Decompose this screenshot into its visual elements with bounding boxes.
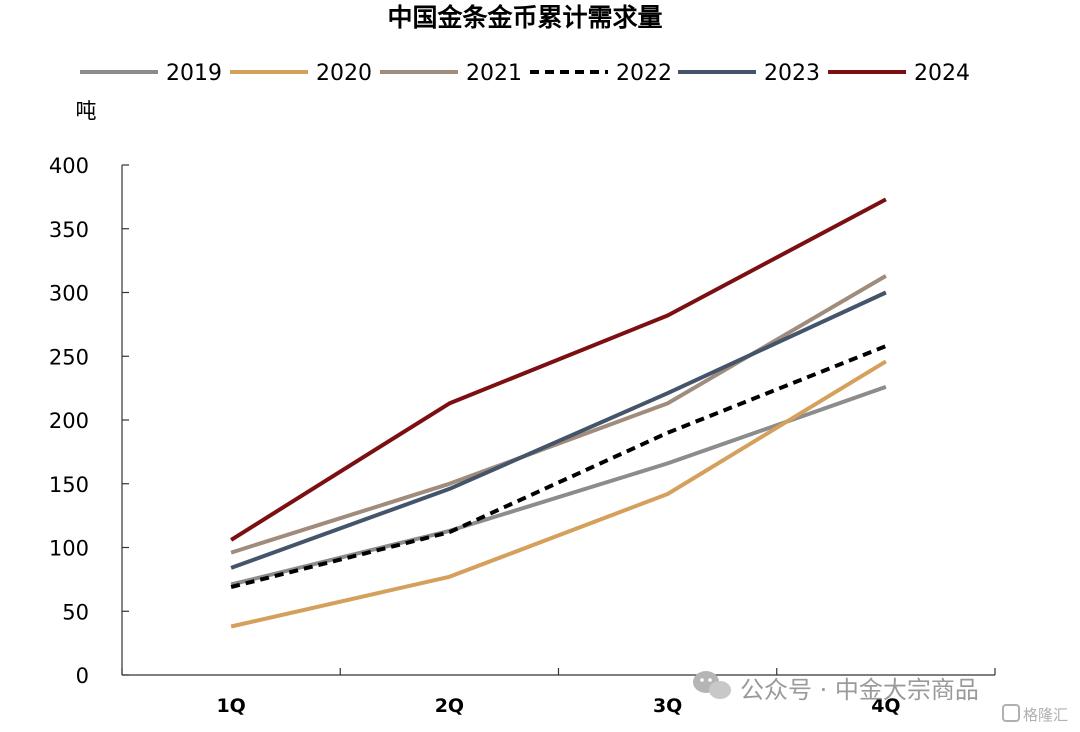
y-axis-unit: 吨 [76, 99, 97, 123]
x-tick-label: 3Q [653, 695, 682, 717]
watermark-text: 公众号 · 中金大宗商品 [740, 676, 979, 704]
watermark: 公众号 · 中金大宗商品 格隆汇 [693, 671, 1068, 724]
legend-label: 2024 [914, 61, 970, 86]
series-line-2022 [230, 344, 887, 589]
y-tick-label: 100 [49, 537, 89, 561]
y-tick-label: 250 [49, 345, 89, 369]
legend-label: 2022 [616, 61, 672, 86]
series-line-2023 [230, 290, 887, 570]
legend-label: 2020 [316, 61, 372, 86]
chart-title: 中国金条金币累计需求量 [387, 3, 662, 32]
y-tick-label: 200 [49, 409, 89, 433]
y-tick-label: 0 [76, 664, 89, 688]
series-line-2020 [230, 359, 887, 629]
wechat-icon [693, 671, 731, 699]
brand-text: 格隆汇 [1023, 706, 1068, 724]
y-tick-label: 50 [62, 600, 89, 624]
x-tick-label: 1Q [216, 695, 245, 717]
series-line-2021 [230, 274, 887, 555]
series-lines [230, 197, 887, 629]
y-tick-label: 350 [49, 218, 89, 242]
y-tick-label: 150 [49, 473, 89, 497]
y-tick-label: 300 [49, 282, 89, 306]
series-line-2024 [230, 197, 887, 542]
series-line-2019 [230, 385, 887, 587]
legend-label: 2021 [466, 61, 522, 86]
brand-logo-icon: 格隆汇 [1002, 704, 1068, 724]
axes: 0 50 100 150 200 250 300 350 400 1Q 2Q 3Q 4Q [49, 154, 996, 717]
x-tick-label: 2Q [435, 695, 464, 717]
y-tick-label: 400 [49, 154, 89, 178]
legend-label: 2019 [166, 61, 222, 86]
legend: 2019 2020 2021 2022 2023 2024 [80, 61, 970, 86]
legend-label: 2023 [764, 61, 820, 86]
x-tick-label: 4Q [871, 695, 900, 717]
